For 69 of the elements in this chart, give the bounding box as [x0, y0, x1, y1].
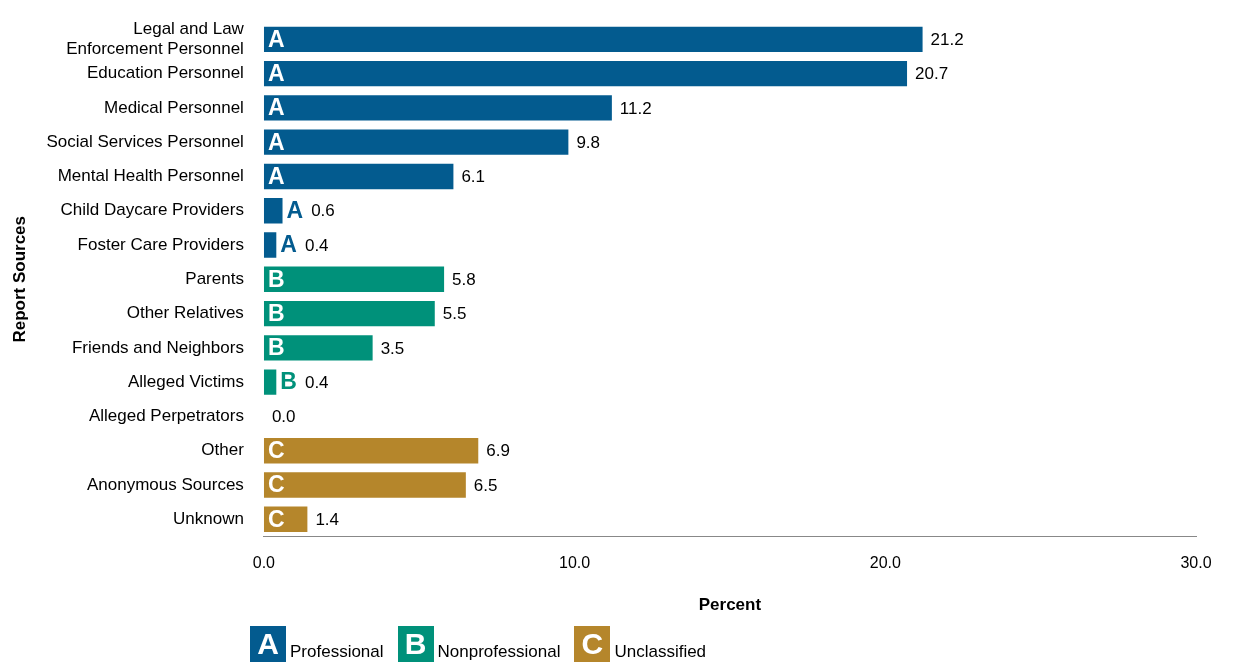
annotation: A: [286, 197, 304, 224]
bar: [263, 335, 373, 361]
legend-label: Nonprofessional: [437, 642, 561, 662]
annotation: B: [280, 368, 297, 395]
y-tick-label: Child Daycare Providers: [60, 200, 244, 220]
y-tick-label: Other Relatives: [126, 303, 244, 323]
annotation: A: [280, 231, 297, 258]
y-tick-label: Legal and Law Enforcement Personnel: [66, 18, 245, 59]
text: C: [581, 627, 604, 660]
bar: [263, 232, 277, 258]
annotation: C: [267, 471, 285, 498]
annotation: A: [267, 162, 285, 189]
text: B: [404, 627, 427, 660]
data-label: 3.5: [380, 338, 405, 358]
bar: [263, 129, 569, 155]
y-tick-label: Alleged Victims: [127, 371, 244, 391]
annotation: C: [267, 505, 285, 532]
annotation: A: [267, 25, 285, 52]
data-label: 5.8: [452, 269, 476, 289]
y-tick-label: Anonymous Sources: [87, 474, 244, 494]
text: A: [257, 627, 279, 660]
data-label: 6.1: [461, 167, 486, 187]
data-label: 11.2: [619, 98, 652, 118]
y-tick-label: Medical Personnel: [104, 97, 244, 117]
x-tick-label: 10.0: [559, 554, 591, 572]
annotation: B: [267, 265, 285, 292]
annotation: A: [267, 128, 285, 155]
bar: [263, 26, 923, 53]
data-label: 0.0: [271, 407, 296, 427]
legend-label: Professional: [290, 642, 384, 662]
bar: [263, 369, 277, 395]
y-tick-label: Social Services Personnel: [46, 131, 244, 151]
bar: [263, 438, 479, 464]
y-tick-label: Unknown: [173, 508, 244, 528]
annotation: C: [267, 437, 285, 464]
bar: [263, 266, 445, 292]
bar: [263, 95, 612, 121]
bar: [263, 472, 466, 498]
y-tick-label: Foster Care Providers: [77, 234, 244, 254]
data-label: 1.4: [315, 509, 340, 529]
annotation: B: [267, 334, 285, 361]
y-tick-label: Friends and Neighbors: [71, 337, 244, 357]
x-tick-label: 0.0: [252, 554, 276, 572]
legend-label: Unclassified: [614, 642, 707, 662]
bar: [263, 60, 908, 87]
data-label: 9.8: [576, 132, 601, 152]
y-tick-label: Other: [201, 440, 245, 460]
data-label: 20.7: [915, 64, 949, 84]
annotation: B: [267, 299, 285, 326]
data-label: 6.9: [486, 441, 510, 461]
bar: [263, 300, 435, 327]
data-label: 0.6: [311, 201, 335, 221]
data-label: 5.5: [442, 304, 467, 324]
y-tick-label: Alleged Perpetrators: [88, 406, 244, 426]
annotation: A: [267, 94, 285, 121]
bar: [263, 163, 454, 190]
y-tick-label: Education Personnel: [86, 63, 244, 83]
y-axis-title: Report Sources: [9, 216, 29, 343]
data-label: 21.2: [930, 30, 964, 50]
data-label: 0.4: [304, 235, 329, 255]
x-tick-label: 20.0: [869, 554, 901, 572]
annotation: A: [267, 59, 285, 86]
y-tick-label: Parents: [185, 268, 244, 288]
x-axis-title: Percent: [698, 595, 762, 615]
x-tick-label: 30.0: [1180, 554, 1212, 572]
data-label: 6.5: [473, 475, 498, 495]
bar: [263, 198, 283, 224]
y-tick-label: Mental Health Personnel: [57, 166, 244, 186]
data-label: 0.4: [304, 372, 329, 392]
